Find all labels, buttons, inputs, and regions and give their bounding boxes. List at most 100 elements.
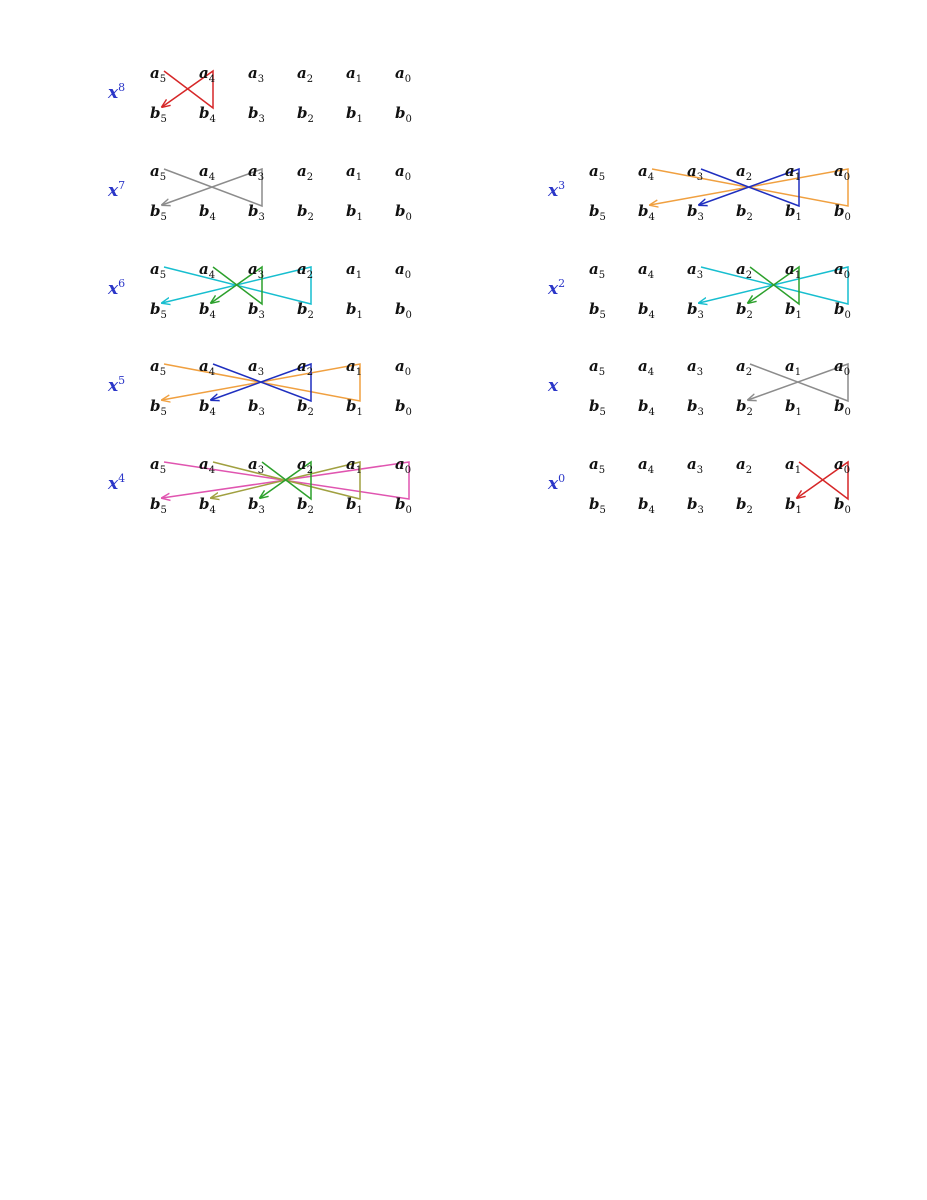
coef-a5: a5 <box>589 162 605 183</box>
coef-b1: b1 <box>346 202 363 223</box>
coef-a4: a4 <box>199 455 215 476</box>
coef-b0: b0 <box>395 202 412 223</box>
coef-a3: a3 <box>248 455 264 476</box>
coef-a0: a0 <box>395 357 411 378</box>
coef-b5: b5 <box>589 495 606 516</box>
power-label: x0 <box>547 472 565 494</box>
coef-a2: a2 <box>736 162 752 183</box>
coef-b1: b1 <box>346 300 363 321</box>
cross-product-path-x4-2 <box>260 460 312 501</box>
coef-a1: a1 <box>346 64 362 85</box>
coef-a3: a3 <box>687 260 703 281</box>
coef-b2: b2 <box>736 397 753 418</box>
coef-b2: b2 <box>297 104 314 125</box>
coef-b4: b4 <box>199 495 216 516</box>
coef-a0: a0 <box>834 357 850 378</box>
coef-a1: a1 <box>785 357 801 378</box>
coef-a3: a3 <box>248 357 264 378</box>
coef-b4: b4 <box>199 300 216 321</box>
coef-b2: b2 <box>297 397 314 418</box>
coef-a5: a5 <box>589 357 605 378</box>
coef-b0: b0 <box>834 495 851 516</box>
coef-b4: b4 <box>638 202 655 223</box>
coef-b2: b2 <box>736 300 753 321</box>
coef-b2: b2 <box>736 202 753 223</box>
coef-a5: a5 <box>150 455 166 476</box>
coef-a3: a3 <box>248 162 264 183</box>
coef-a1: a1 <box>346 162 362 183</box>
coef-b0: b0 <box>395 300 412 321</box>
coef-a0: a0 <box>834 455 850 476</box>
coef-b5: b5 <box>150 104 167 125</box>
coef-a3: a3 <box>248 260 264 281</box>
coef-a5: a5 <box>589 260 605 281</box>
coef-b5: b5 <box>150 300 167 321</box>
power-label: x4 <box>107 472 125 494</box>
coef-a3: a3 <box>248 64 264 85</box>
coef-a5: a5 <box>150 162 166 183</box>
coef-b2: b2 <box>736 495 753 516</box>
coef-b2: b2 <box>297 495 314 516</box>
power-label: x8 <box>107 81 125 103</box>
coef-a4: a4 <box>199 64 215 85</box>
coef-a1: a1 <box>785 162 801 183</box>
coef-a0: a0 <box>395 260 411 281</box>
coef-a1: a1 <box>785 260 801 281</box>
coef-a3: a3 <box>687 162 703 183</box>
coef-b3: b3 <box>687 397 704 418</box>
coef-a4: a4 <box>638 260 654 281</box>
coef-b3: b3 <box>248 202 265 223</box>
power-label: x6 <box>107 277 125 299</box>
cross-product-path-x2-1 <box>748 265 800 306</box>
coef-a0: a0 <box>395 455 411 476</box>
coef-b3: b3 <box>687 300 704 321</box>
coef-a2: a2 <box>736 357 752 378</box>
term-panel-x3: x3 a5 a4 a3 a2 a1 a0 b5 b4 b3 b2 b1 b0 <box>547 162 851 223</box>
coef-b1: b1 <box>785 202 802 223</box>
coef-b1: b1 <box>346 495 363 516</box>
term-panel-x5: x5 a5 a4 a3 a2 a1 a0 b5 b4 b3 b2 b1 b0 <box>107 357 412 418</box>
coef-a5: a5 <box>589 455 605 476</box>
coef-a2: a2 <box>736 260 752 281</box>
coef-a2: a2 <box>736 455 752 476</box>
coef-b5: b5 <box>589 397 606 418</box>
coef-a4: a4 <box>199 357 215 378</box>
coef-b4: b4 <box>638 495 655 516</box>
coef-a1: a1 <box>346 260 362 281</box>
coef-b3: b3 <box>248 300 265 321</box>
coef-b2: b2 <box>297 300 314 321</box>
coef-a5: a5 <box>150 64 166 85</box>
coef-a0: a0 <box>395 64 411 85</box>
power-label: x5 <box>107 374 125 396</box>
coef-b4: b4 <box>638 300 655 321</box>
coef-b5: b5 <box>150 397 167 418</box>
coef-b1: b1 <box>785 397 802 418</box>
coef-a2: a2 <box>297 162 313 183</box>
cross-product-path-x0-0 <box>797 460 849 501</box>
coef-a2: a2 <box>297 260 313 281</box>
coef-b3: b3 <box>248 495 265 516</box>
coef-b3: b3 <box>687 202 704 223</box>
coef-a3: a3 <box>687 455 703 476</box>
cross-product-path-x3-1 <box>699 167 800 208</box>
term-panel-x8: x8 a5 a4 a3 a2 a1 a0 b5 b4 b3 b2 b1 b0 <box>107 64 412 125</box>
coef-a4: a4 <box>638 455 654 476</box>
cross-product-path-x7-0 <box>162 167 263 208</box>
term-panel-x7: x7 a5 a4 a3 a2 a1 a0 b5 b4 b3 b2 b1 b0 <box>107 162 412 223</box>
coef-b1: b1 <box>346 104 363 125</box>
coef-b1: b1 <box>785 495 802 516</box>
cross-product-path-x1-0 <box>748 362 849 403</box>
coef-b2: b2 <box>297 202 314 223</box>
cross-product-path-x6-1 <box>211 265 263 306</box>
term-panel-x4: x4 a5 a4 a3 a2 a1 a0 b5 b4 b3 b2 b1 b0 <box>107 455 412 516</box>
coef-b5: b5 <box>589 202 606 223</box>
coef-a4: a4 <box>638 357 654 378</box>
coef-a2: a2 <box>297 357 313 378</box>
coef-a0: a0 <box>834 260 850 281</box>
power-label: x2 <box>547 277 565 299</box>
coef-a2: a2 <box>297 455 313 476</box>
coef-b4: b4 <box>199 397 216 418</box>
cross-product-path-x8-0 <box>162 69 214 110</box>
coef-b0: b0 <box>834 300 851 321</box>
